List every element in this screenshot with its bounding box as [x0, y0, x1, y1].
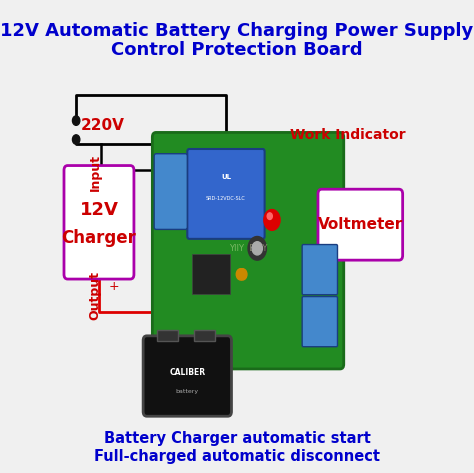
FancyBboxPatch shape: [152, 132, 344, 369]
Text: Control Protection Board: Control Protection Board: [111, 41, 363, 59]
FancyBboxPatch shape: [143, 336, 231, 416]
Circle shape: [264, 210, 280, 230]
Text: Charger: Charger: [62, 229, 137, 247]
FancyBboxPatch shape: [187, 149, 264, 239]
FancyBboxPatch shape: [318, 189, 402, 260]
FancyBboxPatch shape: [157, 330, 179, 341]
Text: SRD-12VDC-SLC: SRD-12VDC-SLC: [206, 196, 246, 201]
Text: 12V Automatic Battery Charging Power Supply: 12V Automatic Battery Charging Power Sup…: [0, 22, 474, 40]
Text: Battery Charger automatic start: Battery Charger automatic start: [103, 431, 371, 447]
Text: 220V: 220V: [81, 118, 125, 133]
Circle shape: [248, 236, 266, 260]
Circle shape: [236, 269, 245, 280]
Text: +: +: [109, 280, 119, 293]
Circle shape: [267, 213, 273, 219]
Circle shape: [238, 269, 247, 280]
Text: 12V: 12V: [80, 201, 118, 219]
Circle shape: [73, 116, 80, 125]
Text: Input: Input: [89, 154, 102, 191]
Circle shape: [73, 135, 80, 144]
FancyBboxPatch shape: [302, 297, 337, 347]
FancyBboxPatch shape: [154, 154, 187, 229]
Text: YIIY  BMY: YIIY BMY: [229, 244, 267, 253]
Text: Output: Output: [89, 271, 102, 320]
Text: Voltmeter: Voltmeter: [318, 217, 403, 232]
Text: battery: battery: [176, 389, 199, 394]
FancyBboxPatch shape: [64, 166, 134, 279]
Text: Work Indicator: Work Indicator: [290, 128, 405, 142]
Text: UL: UL: [221, 174, 231, 180]
Circle shape: [252, 242, 263, 255]
FancyBboxPatch shape: [192, 254, 230, 294]
FancyBboxPatch shape: [302, 245, 337, 295]
FancyBboxPatch shape: [194, 330, 215, 341]
Text: Full-charged automatic disconnect: Full-charged automatic disconnect: [94, 449, 380, 464]
Text: CALIBER: CALIBER: [169, 368, 205, 377]
